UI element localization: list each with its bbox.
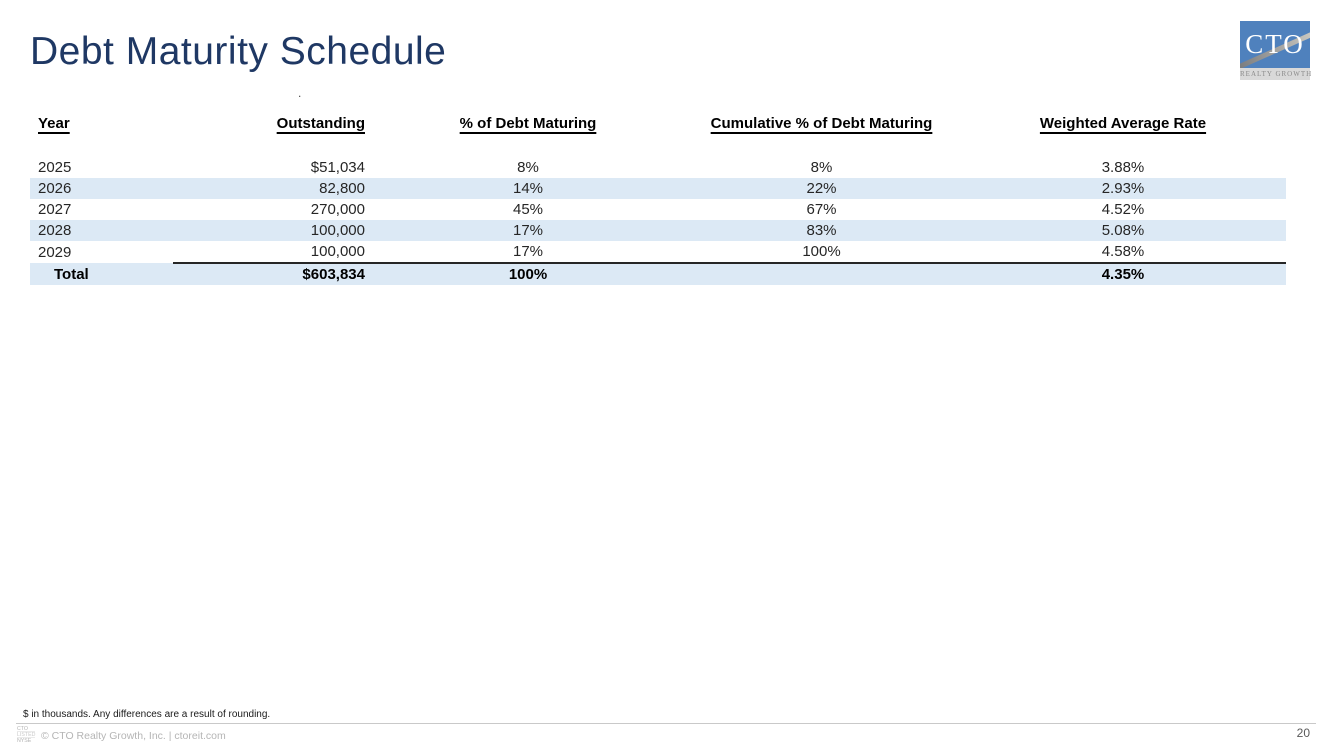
cell-cumulative-pct: 100% xyxy=(802,243,841,260)
cell-weighted-rate: 2.93% xyxy=(1101,180,1145,197)
debt-maturity-table: Year Outstanding % of Debt Maturing Cumu… xyxy=(30,112,1286,285)
cell-outstanding: 82,800 xyxy=(319,180,365,197)
footnote: $ in thousands. Any differences are a re… xyxy=(23,709,271,720)
cell-cumulative-pct: 67% xyxy=(806,201,837,218)
spacer-row xyxy=(30,134,1286,157)
column-header-cumulative-pct: Cumulative % of Debt Maturing xyxy=(710,114,933,132)
cell-year: 2028 xyxy=(38,222,72,239)
cell-outstanding: 100,000 xyxy=(310,243,365,260)
cell-year: 2026 xyxy=(38,180,72,197)
cell-cumulative-pct: 22% xyxy=(806,180,837,197)
cell-weighted-rate: 3.88% xyxy=(1101,159,1145,176)
column-header-pct-maturing: % of Debt Maturing xyxy=(459,114,597,132)
cell-outstanding: 270,000 xyxy=(310,201,365,218)
cell-weighted-rate: 4.52% xyxy=(1101,201,1145,218)
cell-pct-maturing: 17% xyxy=(512,243,544,260)
cell-outstanding: $51,034 xyxy=(310,159,365,176)
table-header-row: Year Outstanding % of Debt Maturing Cumu… xyxy=(30,112,1286,134)
nyse-badge-exchange: NYSE xyxy=(17,738,32,744)
table-total-row: Total $603,834 100% 4.35% xyxy=(30,262,1286,285)
cell-total-label: Total xyxy=(54,265,89,283)
cell-pct-maturing: 17% xyxy=(512,222,544,239)
cto-logo-mark: CTO xyxy=(1240,21,1310,68)
cell-cumulative-pct: 8% xyxy=(810,159,833,176)
column-header-weighted-rate: Weighted Average Rate xyxy=(1039,114,1207,132)
table-row: 2028 100,000 17% 83% 5.08% xyxy=(30,220,1286,241)
cell-outstanding: 100,000 xyxy=(310,222,365,239)
cell-weighted-rate: 5.08% xyxy=(1101,222,1145,239)
cell-total-pct-maturing: 100% xyxy=(373,262,683,285)
footer-divider xyxy=(16,723,1316,724)
cell-year: 2027 xyxy=(38,201,72,218)
column-header-outstanding: Outstanding xyxy=(276,114,365,132)
cell-pct-maturing: 14% xyxy=(512,180,544,197)
nyse-listed-badge: CTO LISTED NYSE xyxy=(17,726,35,743)
cell-total-weighted-rate: 4.35% xyxy=(960,262,1286,285)
cell-pct-maturing: 45% xyxy=(512,201,544,218)
nyse-badge-ticker: CTO xyxy=(17,726,28,732)
table-row: 2025 $51,034 8% 8% 3.88% xyxy=(30,157,1286,178)
stray-dot: . xyxy=(298,86,302,100)
table-row: 2026 82,800 14% 22% 2.93% xyxy=(30,178,1286,199)
copyright-text: © CTO Realty Growth, Inc. | ctoreit.com xyxy=(41,730,226,742)
page-title: Debt Maturity Schedule xyxy=(30,30,447,73)
nyse-badge-listed: LISTED xyxy=(17,731,36,738)
logo-subtext: REALTY GROWTH xyxy=(1240,68,1313,80)
cell-total-cumulative-pct xyxy=(683,262,960,285)
cell-year: 2025 xyxy=(38,159,72,176)
cto-logo: CTO REALTY GROWTH xyxy=(1240,21,1313,80)
page-number: 20 xyxy=(1296,726,1310,740)
table-row: 2027 270,000 45% 67% 4.52% xyxy=(30,199,1286,220)
cell-weighted-rate: 4.58% xyxy=(1101,243,1145,260)
table-row: 2029 100,000 17% 100% 4.58% xyxy=(30,241,1286,263)
logo-text: CTO xyxy=(1245,29,1305,59)
column-header-year: Year xyxy=(38,114,70,132)
cell-total-outstanding: $603,834 xyxy=(173,262,373,285)
cell-pct-maturing: 8% xyxy=(517,159,539,176)
cell-cumulative-pct: 83% xyxy=(806,222,837,239)
cell-year: 2029 xyxy=(38,243,72,261)
